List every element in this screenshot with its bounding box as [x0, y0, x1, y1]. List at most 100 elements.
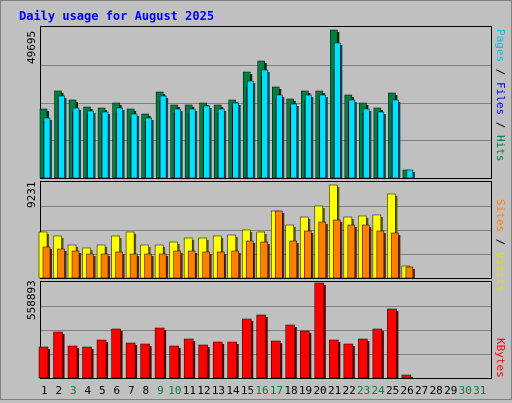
sites-bar-day-17-face — [275, 210, 283, 279]
kbytes-bar-day-7-face — [125, 342, 136, 379]
legend-part: Visits — [494, 252, 507, 292]
sites-bar-day-17 — [275, 210, 285, 279]
x-label-day-28: 28 — [430, 384, 443, 397]
pages-bar-day-16 — [261, 69, 270, 179]
pages-bar-day-11-face — [188, 108, 196, 179]
pages-bar-day-14 — [232, 102, 241, 179]
pages-bar-day-3-face — [72, 107, 80, 179]
kbytes-bar-day-3 — [67, 345, 80, 379]
kbytes-bar-day-2 — [53, 331, 65, 379]
kbytes-bar-day-23 — [358, 338, 370, 379]
y-max-label-kbytes: 558893 — [25, 280, 38, 320]
pages-bar-day-19-face — [305, 94, 312, 179]
pages-bar-day-2 — [58, 95, 67, 179]
kbytes-bar-day-1 — [38, 346, 50, 379]
pages-bar-day-24 — [377, 111, 386, 179]
sites-bar-day-23 — [362, 224, 372, 279]
sites-bar-day-26-face — [405, 266, 414, 279]
kbytes-bar-day-26-face — [401, 374, 412, 379]
pages-bar-day-15-face — [246, 80, 254, 179]
sites-bar-day-22 — [347, 224, 357, 279]
x-label-day-13: 13 — [212, 384, 225, 397]
sites-bar-day-3-face — [71, 250, 80, 279]
pages-bar-day-1-face — [43, 117, 51, 179]
sites-bar-day-20 — [318, 221, 328, 279]
kbytes-bar-day-2-face — [53, 331, 63, 379]
kbytes-bar-day-10 — [169, 345, 181, 379]
sites-bar-day-11-face — [187, 250, 196, 279]
legend-part: KBytes — [494, 338, 507, 378]
pages-bar-day-22-face — [348, 99, 356, 179]
kbytes-bar-day-8-face — [140, 343, 150, 379]
pages-bar-day-12-face — [203, 105, 210, 179]
sites-bar-day-16 — [260, 241, 270, 279]
kbytes-bar-day-11-face — [183, 338, 194, 379]
sites-bar-day-2-face — [57, 248, 65, 279]
pages-bar-day-7-face — [130, 113, 138, 179]
pages-bar-day-21-face — [334, 42, 341, 179]
legend-part: / — [494, 115, 507, 135]
sites-bar-day-13 — [216, 251, 227, 279]
x-label-day-11: 11 — [183, 384, 196, 397]
sites-bar-day-8 — [144, 253, 154, 279]
kbytes-bar-day-16 — [256, 314, 268, 379]
x-label-day-29: 29 — [444, 384, 457, 397]
kbytes-bar-day-4-face — [82, 346, 92, 379]
sites-bar-day-21-face — [333, 219, 341, 279]
kbytes-bar-day-15 — [241, 318, 254, 379]
legend-part: Sites — [494, 199, 507, 232]
sites-bar-day-12-face — [202, 251, 210, 279]
kbytes-bar-day-14 — [227, 341, 239, 379]
sites-bar-day-4 — [86, 253, 96, 279]
pages-bar-day-8-face — [145, 117, 152, 179]
pages-bar-day-2-face — [58, 95, 65, 179]
sites-bar-day-18-face — [289, 240, 298, 279]
pages-bar-day-5-face — [101, 111, 109, 179]
sites-bar-day-12 — [202, 251, 212, 279]
kbytes-bar-day-11 — [183, 338, 196, 379]
pages-bar-day-6 — [116, 107, 125, 179]
x-label-day-12: 12 — [197, 384, 210, 397]
x-label-day-27: 27 — [415, 384, 428, 397]
x-label-day-26: 26 — [401, 384, 414, 397]
x-label-day-16: 16 — [255, 384, 268, 397]
legend-part: / — [494, 232, 507, 252]
chart-title: Daily usage for August 2025 — [19, 9, 214, 23]
kbytes-bar-day-24 — [372, 328, 384, 379]
pages-bar-day-13 — [217, 108, 227, 179]
sites-bar-day-15-face — [245, 240, 254, 279]
kbytes-bar-day-25-face — [387, 308, 397, 379]
pages-bar-day-11 — [188, 108, 198, 179]
pages-bar-day-25 — [392, 99, 401, 179]
legend-text: Pages / Files / Hits — [494, 29, 507, 162]
kbytes-bar-day-20 — [314, 282, 326, 379]
pages-bar-day-25-face — [392, 99, 399, 179]
sites-bar-day-1 — [42, 246, 52, 279]
pages-bar-day-1 — [43, 117, 52, 179]
sites-bar-day-22-face — [347, 224, 356, 279]
kbytes-bar-day-18-face — [285, 324, 296, 379]
sites-bar-day-13-face — [216, 251, 225, 279]
sites-bar-day-2 — [57, 248, 67, 279]
pages-bar-day-18 — [290, 103, 299, 179]
kbytes-bar-day-23-face — [358, 338, 368, 379]
x-label-day-31: 31 — [473, 384, 486, 397]
pages-bar-day-23-face — [363, 108, 370, 179]
x-axis-day-labels: 1 2 3 4 5 6 7 8 9 10 11 12 13 14 15 16 17 18 19 20 21 22 23 24 2… — [41, 384, 486, 397]
sites-bar-day-25-face — [391, 232, 399, 279]
pages-bar-day-16-face — [261, 69, 268, 179]
kbytes-bar-day-8 — [140, 343, 152, 379]
pages-bar-day-22 — [348, 99, 357, 179]
kbytes-bar-day-25 — [387, 308, 399, 379]
visits-sites-panel — [38, 181, 492, 279]
pages-bar-day-26-face — [406, 169, 414, 179]
sites-bar-day-25 — [391, 232, 401, 279]
legend-text: KBytes — [494, 338, 507, 378]
sites-bar-day-10 — [173, 250, 183, 279]
x-label-day-30: 30 — [459, 384, 472, 397]
pages-bar-day-26 — [406, 169, 415, 179]
kbytes-bar-day-17 — [271, 340, 283, 379]
x-label-day-15: 15 — [241, 384, 254, 397]
legend-pages-files-hits: Pages / Files / Hits — [494, 29, 507, 162]
